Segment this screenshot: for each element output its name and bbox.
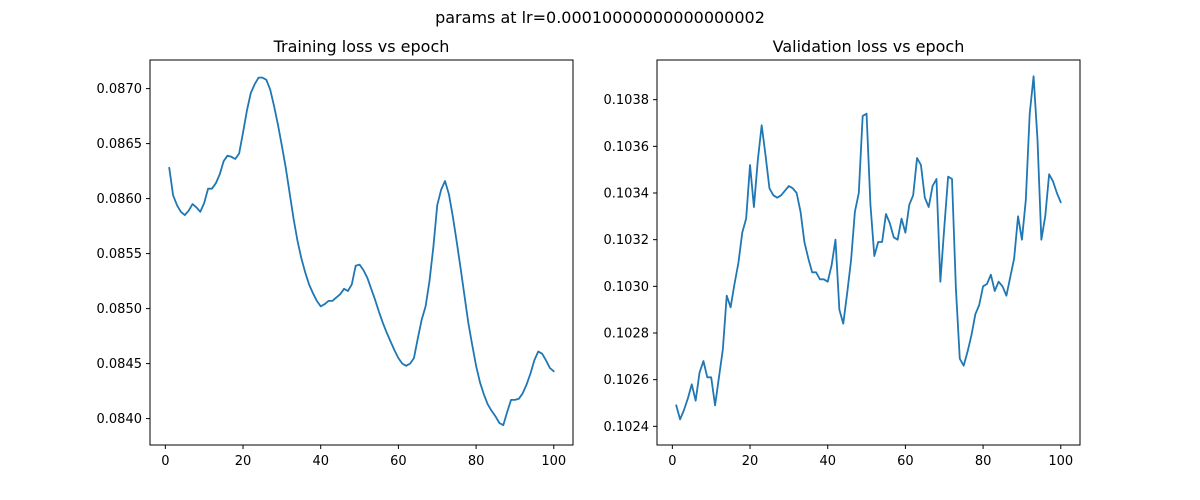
- validation-loss-x-tick-label: 60: [897, 454, 914, 469]
- validation-loss-title: Validation loss vs epoch: [773, 37, 965, 56]
- validation-loss-y-tick-label: 0.1034: [604, 187, 650, 202]
- training-loss-y-tick-label: 0.0870: [97, 82, 143, 97]
- training-loss-line: [168, 76, 555, 427]
- training-loss-x-tick-label: 80: [468, 454, 485, 469]
- validation-loss-y-tick-label: 0.1030: [604, 280, 650, 295]
- validation-loss-line: [675, 75, 1062, 421]
- training-loss-x-tick-label: 100: [541, 454, 566, 469]
- validation-loss-y-tick-label: 0.1032: [604, 233, 650, 248]
- validation-loss-subplot: Validation loss vs epoch 0 20 40 60 80 100 0.1…: [604, 37, 1081, 469]
- training-loss-axes: 0 20 40 60 80 100 0.0840 0.0845 0.0850 0.0855 0.08…: [97, 82, 567, 469]
- training-loss-y-tick-label: 0.0845: [97, 357, 143, 372]
- training-loss-y-tick-label: 0.0850: [97, 302, 143, 317]
- validation-loss-x-tick-label: 100: [1048, 454, 1073, 469]
- training-loss-subplot: Training loss vs epoch 0 20 40 60 80 100 0.084…: [97, 37, 574, 469]
- validation-loss-series-line: [675, 75, 1062, 421]
- training-loss-x-tick-label: 0: [161, 454, 169, 469]
- training-loss-x-tick-label: 40: [312, 454, 329, 469]
- validation-loss-plot-frame: [656, 59, 1081, 446]
- validation-loss-axes: 0 20 40 60 80 100 0.1024 0.1026 0.1028 0.1030 0.10…: [604, 93, 1074, 469]
- validation-loss-y-tick-label: 0.1024: [604, 420, 650, 435]
- validation-loss-y-tick-label: 0.1038: [604, 93, 650, 108]
- training-loss-plot-frame: [149, 59, 574, 446]
- validation-loss-y-tick-label: 0.1036: [604, 140, 650, 155]
- training-loss-y-tick-label: 0.0860: [97, 192, 143, 207]
- validation-loss-x-tick-label: 0: [668, 454, 676, 469]
- training-loss-title: Training loss vs epoch: [273, 37, 450, 56]
- figure-suptitle: params at lr=0.00010000000000000002: [435, 8, 765, 27]
- validation-loss-y-tick-label: 0.1026: [604, 373, 650, 388]
- training-loss-x-tick-label: 20: [235, 454, 252, 469]
- training-loss-y-tick-label: 0.0855: [97, 247, 143, 262]
- training-loss-y-tick-label: 0.0865: [97, 137, 143, 152]
- training-loss-series-line: [168, 76, 555, 427]
- validation-loss-x-tick-label: 40: [819, 454, 836, 469]
- validation-loss-x-tick-label: 20: [742, 454, 759, 469]
- validation-loss-x-tick-label: 80: [975, 454, 992, 469]
- training-loss-y-tick-label: 0.0840: [97, 412, 143, 427]
- validation-loss-y-tick-label: 0.1028: [604, 327, 650, 342]
- training-loss-x-tick-label: 60: [390, 454, 407, 469]
